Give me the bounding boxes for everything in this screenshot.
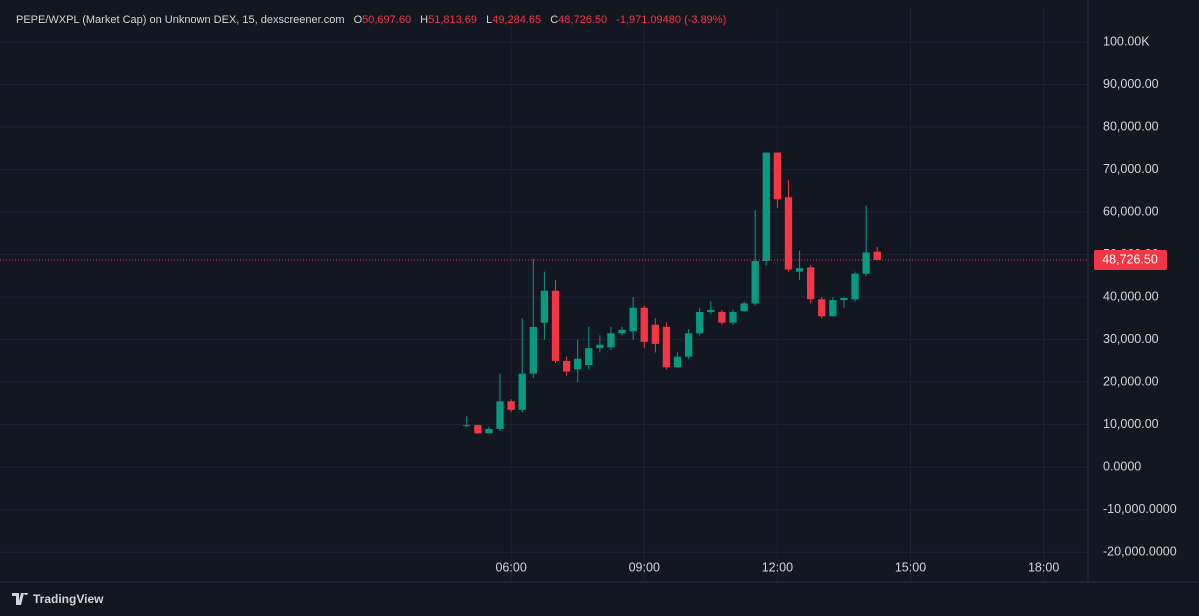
candle-body (795, 268, 804, 272)
open-value: 50,697.60 (362, 14, 412, 26)
y-tick-label: 80,000.00 (1103, 119, 1159, 133)
y-tick-label: 0.0000 (1103, 459, 1141, 473)
low-key: L (486, 14, 493, 26)
candle-body (740, 303, 748, 312)
candle-body (463, 425, 471, 427)
candle-body (651, 324, 660, 344)
brand: TradingView (33, 592, 104, 606)
candle-body (585, 348, 593, 366)
symbol-title: PEPE/WXPL (Market Cap) on Unknown DEX, 1… (16, 14, 345, 26)
candle-body (818, 299, 826, 317)
x-tick-label: 12:00 (762, 560, 793, 574)
y-tick-label: -10,000.0000 (1103, 502, 1177, 516)
x-tick-label: 06:00 (495, 560, 526, 574)
low-value: 49,284.65 (492, 14, 542, 26)
candle-body (829, 300, 837, 317)
candle-body (684, 333, 693, 357)
x-tick-label: 15:00 (895, 560, 926, 574)
candle-body (529, 326, 537, 374)
candle-body (751, 260, 759, 304)
candle-body (562, 360, 571, 372)
candle-body (784, 197, 793, 270)
candle-body (474, 425, 482, 434)
candle-body (496, 401, 504, 429)
candle-body (507, 401, 515, 410)
y-tick-label: 30,000.00 (1103, 332, 1159, 346)
candle-body (696, 312, 704, 334)
y-tick-label: 20,000.00 (1103, 374, 1159, 388)
y-tick-label: 90,000.00 (1103, 77, 1159, 91)
high-key: H (420, 14, 429, 26)
candle-body (718, 312, 726, 323)
candle-body (540, 290, 549, 323)
candle-body (873, 251, 881, 261)
candle-body (574, 358, 582, 370)
y-tick-label: 60,000.00 (1103, 204, 1159, 218)
close-key: C (550, 14, 559, 26)
change-value: -1,971.09480 (-3.89%) (616, 14, 727, 26)
y-tick-label: 40,000.00 (1103, 289, 1159, 303)
candle-body (618, 329, 626, 334)
y-tick-label: -20,000.0000 (1103, 545, 1177, 559)
close-value: 48,726.50 (558, 14, 608, 26)
brand-logo (12, 593, 28, 605)
candle-body (596, 344, 604, 349)
y-tick-label: 100.00K (1103, 34, 1150, 48)
candle-body (707, 309, 715, 313)
y-tick-label: 10,000.00 (1103, 417, 1159, 431)
candle-body (607, 333, 615, 348)
candle-body (840, 297, 848, 301)
y-tick-label: 70,000.00 (1103, 162, 1159, 176)
legend-header: PEPE/WXPL (Market Cap) on Unknown DEX, 1… (16, 14, 726, 26)
candle-body (662, 326, 671, 368)
candle-body (773, 152, 782, 200)
candle-body (629, 307, 637, 332)
candle-body (485, 428, 493, 434)
x-tick-label: 18:00 (1028, 560, 1059, 574)
candle-body (862, 252, 870, 274)
candle-body (518, 373, 526, 410)
candle-body (851, 273, 859, 300)
open-key: O (353, 14, 363, 26)
last-price-label: 48,726.50 (1102, 252, 1158, 266)
candle-body (762, 152, 770, 261)
x-tick-label: 09:00 (629, 560, 660, 574)
candle-body (551, 290, 560, 361)
candle-body (729, 312, 737, 323)
candle-body (806, 267, 815, 300)
candle-body (640, 307, 648, 342)
footer: TradingView (12, 592, 103, 606)
last-price-tag (1094, 250, 1167, 271)
candle-body (673, 356, 682, 368)
high-value: 51,813.69 (428, 14, 478, 26)
